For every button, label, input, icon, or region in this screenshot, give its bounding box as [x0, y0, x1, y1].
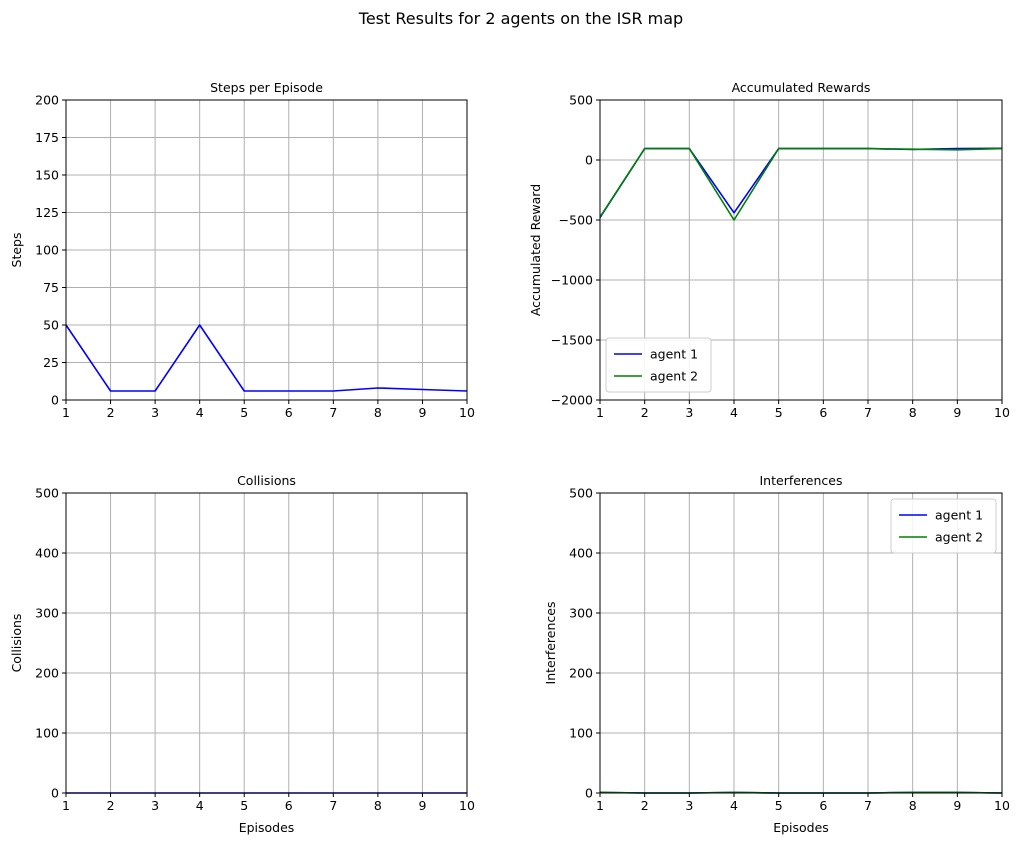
x-tick-label: 1 — [596, 405, 604, 420]
y-tick-label: −1000 — [551, 273, 593, 288]
y-tick-label: 0 — [585, 153, 593, 168]
x-tick-label: 4 — [196, 798, 204, 813]
x-tick-label: 6 — [819, 798, 827, 813]
y-tick-label: 500 — [35, 486, 59, 501]
x-tick-label: 5 — [240, 405, 248, 420]
x-tick-label: 1 — [62, 798, 70, 813]
x-tick-label: 9 — [953, 798, 961, 813]
x-tick-label: 3 — [685, 798, 693, 813]
x-tick-label: 10 — [994, 405, 1010, 420]
legend-label: agent 2 — [935, 530, 983, 545]
x-tick-label: 7 — [864, 798, 872, 813]
axes-frame — [599, 492, 1003, 794]
x-axis-label: Episodes — [239, 820, 295, 835]
legend-label: agent 2 — [650, 369, 698, 384]
x-tick-label: 4 — [196, 405, 204, 420]
y-tick-label: 100 — [35, 243, 59, 258]
x-tick-label: 7 — [329, 405, 337, 420]
x-tick-label: 2 — [107, 405, 115, 420]
y-tick-label: −1500 — [551, 333, 593, 348]
y-tick-label: 100 — [35, 726, 59, 741]
x-tick-label: 6 — [285, 405, 293, 420]
x-tick-label: 2 — [107, 798, 115, 813]
y-tick-label: 0 — [585, 786, 593, 801]
x-axis-label: Episodes — [773, 820, 829, 835]
y-tick-label: 25 — [43, 355, 59, 370]
x-tick-label: 9 — [953, 405, 961, 420]
series-line-line0 — [65, 324, 468, 392]
x-tick-label: 3 — [151, 798, 159, 813]
x-tick-label: 7 — [864, 405, 872, 420]
x-tick-label: 8 — [374, 798, 382, 813]
legend-label: agent 1 — [650, 347, 698, 362]
y-tick-label: 75 — [43, 280, 59, 295]
y-axis-label: Steps — [9, 233, 24, 268]
y-tick-label: 100 — [569, 726, 593, 741]
chart-interferences: 1 2 3 4 5 6 7 8 9 100100200300400500Interferences… — [543, 473, 1010, 835]
x-tick-label: 10 — [994, 798, 1010, 813]
y-tick-label: 500 — [569, 486, 593, 501]
y-tick-label: 150 — [35, 168, 59, 183]
chart-title: Interferences — [760, 473, 843, 488]
chart-accumulated-rewards: 1 2 3 4 5 6 7 8 9 10 −2000 −1500 −1000 −500 0 500 Accumu… — [528, 80, 1010, 420]
y-tick-label: 125 — [35, 205, 59, 220]
chart-title: Collisions — [237, 473, 296, 488]
y-tick-label: 175 — [35, 130, 59, 145]
legend-label: agent 1 — [935, 508, 983, 523]
x-tick-label: 6 — [819, 405, 827, 420]
chart-title: Accumulated Rewards — [732, 80, 871, 95]
y-tick-label: 50 — [43, 318, 59, 333]
x-tick-label: 1 — [596, 798, 604, 813]
x-tick-label: 5 — [775, 405, 783, 420]
y-tick-label: 0 — [51, 786, 59, 801]
x-tick-label: 9 — [418, 405, 426, 420]
axes-frame — [599, 99, 1003, 401]
legend-box — [890, 498, 997, 554]
y-tick-label: 0 — [51, 393, 59, 408]
x-tick-label: 3 — [685, 405, 693, 420]
x-tick-label: 2 — [641, 405, 649, 420]
y-axis-label: Accumulated Reward — [528, 184, 543, 316]
series-line-agent-2 — [599, 147, 1003, 221]
x-tick-label: 10 — [459, 405, 475, 420]
y-tick-label: 400 — [569, 546, 593, 561]
x-tick-label: 4 — [730, 405, 738, 420]
y-tick-label: 500 — [569, 93, 593, 108]
x-tick-label: 5 — [240, 798, 248, 813]
chart-title: Steps per Episode — [210, 80, 323, 95]
x-tick-label: 4 — [730, 798, 738, 813]
x-tick-label: 9 — [418, 798, 426, 813]
y-tick-label: 300 — [35, 606, 59, 621]
x-tick-label: 1 — [62, 405, 70, 420]
y-tick-label: 400 — [35, 546, 59, 561]
y-axis-label: Interferences — [543, 602, 558, 685]
y-tick-label: −500 — [559, 213, 593, 228]
legend-box — [605, 337, 712, 393]
x-tick-label: 8 — [374, 405, 382, 420]
x-tick-label: 10 — [459, 798, 475, 813]
figure-suptitle: Test Results for 2 agents on the ISR map — [358, 9, 683, 28]
x-tick-label: 3 — [151, 405, 159, 420]
y-tick-label: 200 — [35, 666, 59, 681]
x-tick-label: 7 — [329, 798, 337, 813]
x-tick-label: 2 — [641, 798, 649, 813]
plot-area — [66, 493, 467, 793]
axes-frame — [65, 492, 468, 794]
y-tick-label: −2000 — [551, 393, 593, 408]
x-tick-label: 5 — [775, 798, 783, 813]
y-tick-label: 300 — [569, 606, 593, 621]
x-tick-label: 6 — [285, 798, 293, 813]
y-axis-label: Collisions — [9, 614, 24, 673]
x-tick-label: 8 — [909, 798, 917, 813]
y-tick-label: 200 — [35, 93, 59, 108]
x-tick-label: 8 — [909, 405, 917, 420]
y-tick-label: 200 — [569, 666, 593, 681]
chart-collisions: 1 2 3 4 5 6 7 8 9 100100200300400500CollisionsEpi… — [9, 473, 475, 835]
